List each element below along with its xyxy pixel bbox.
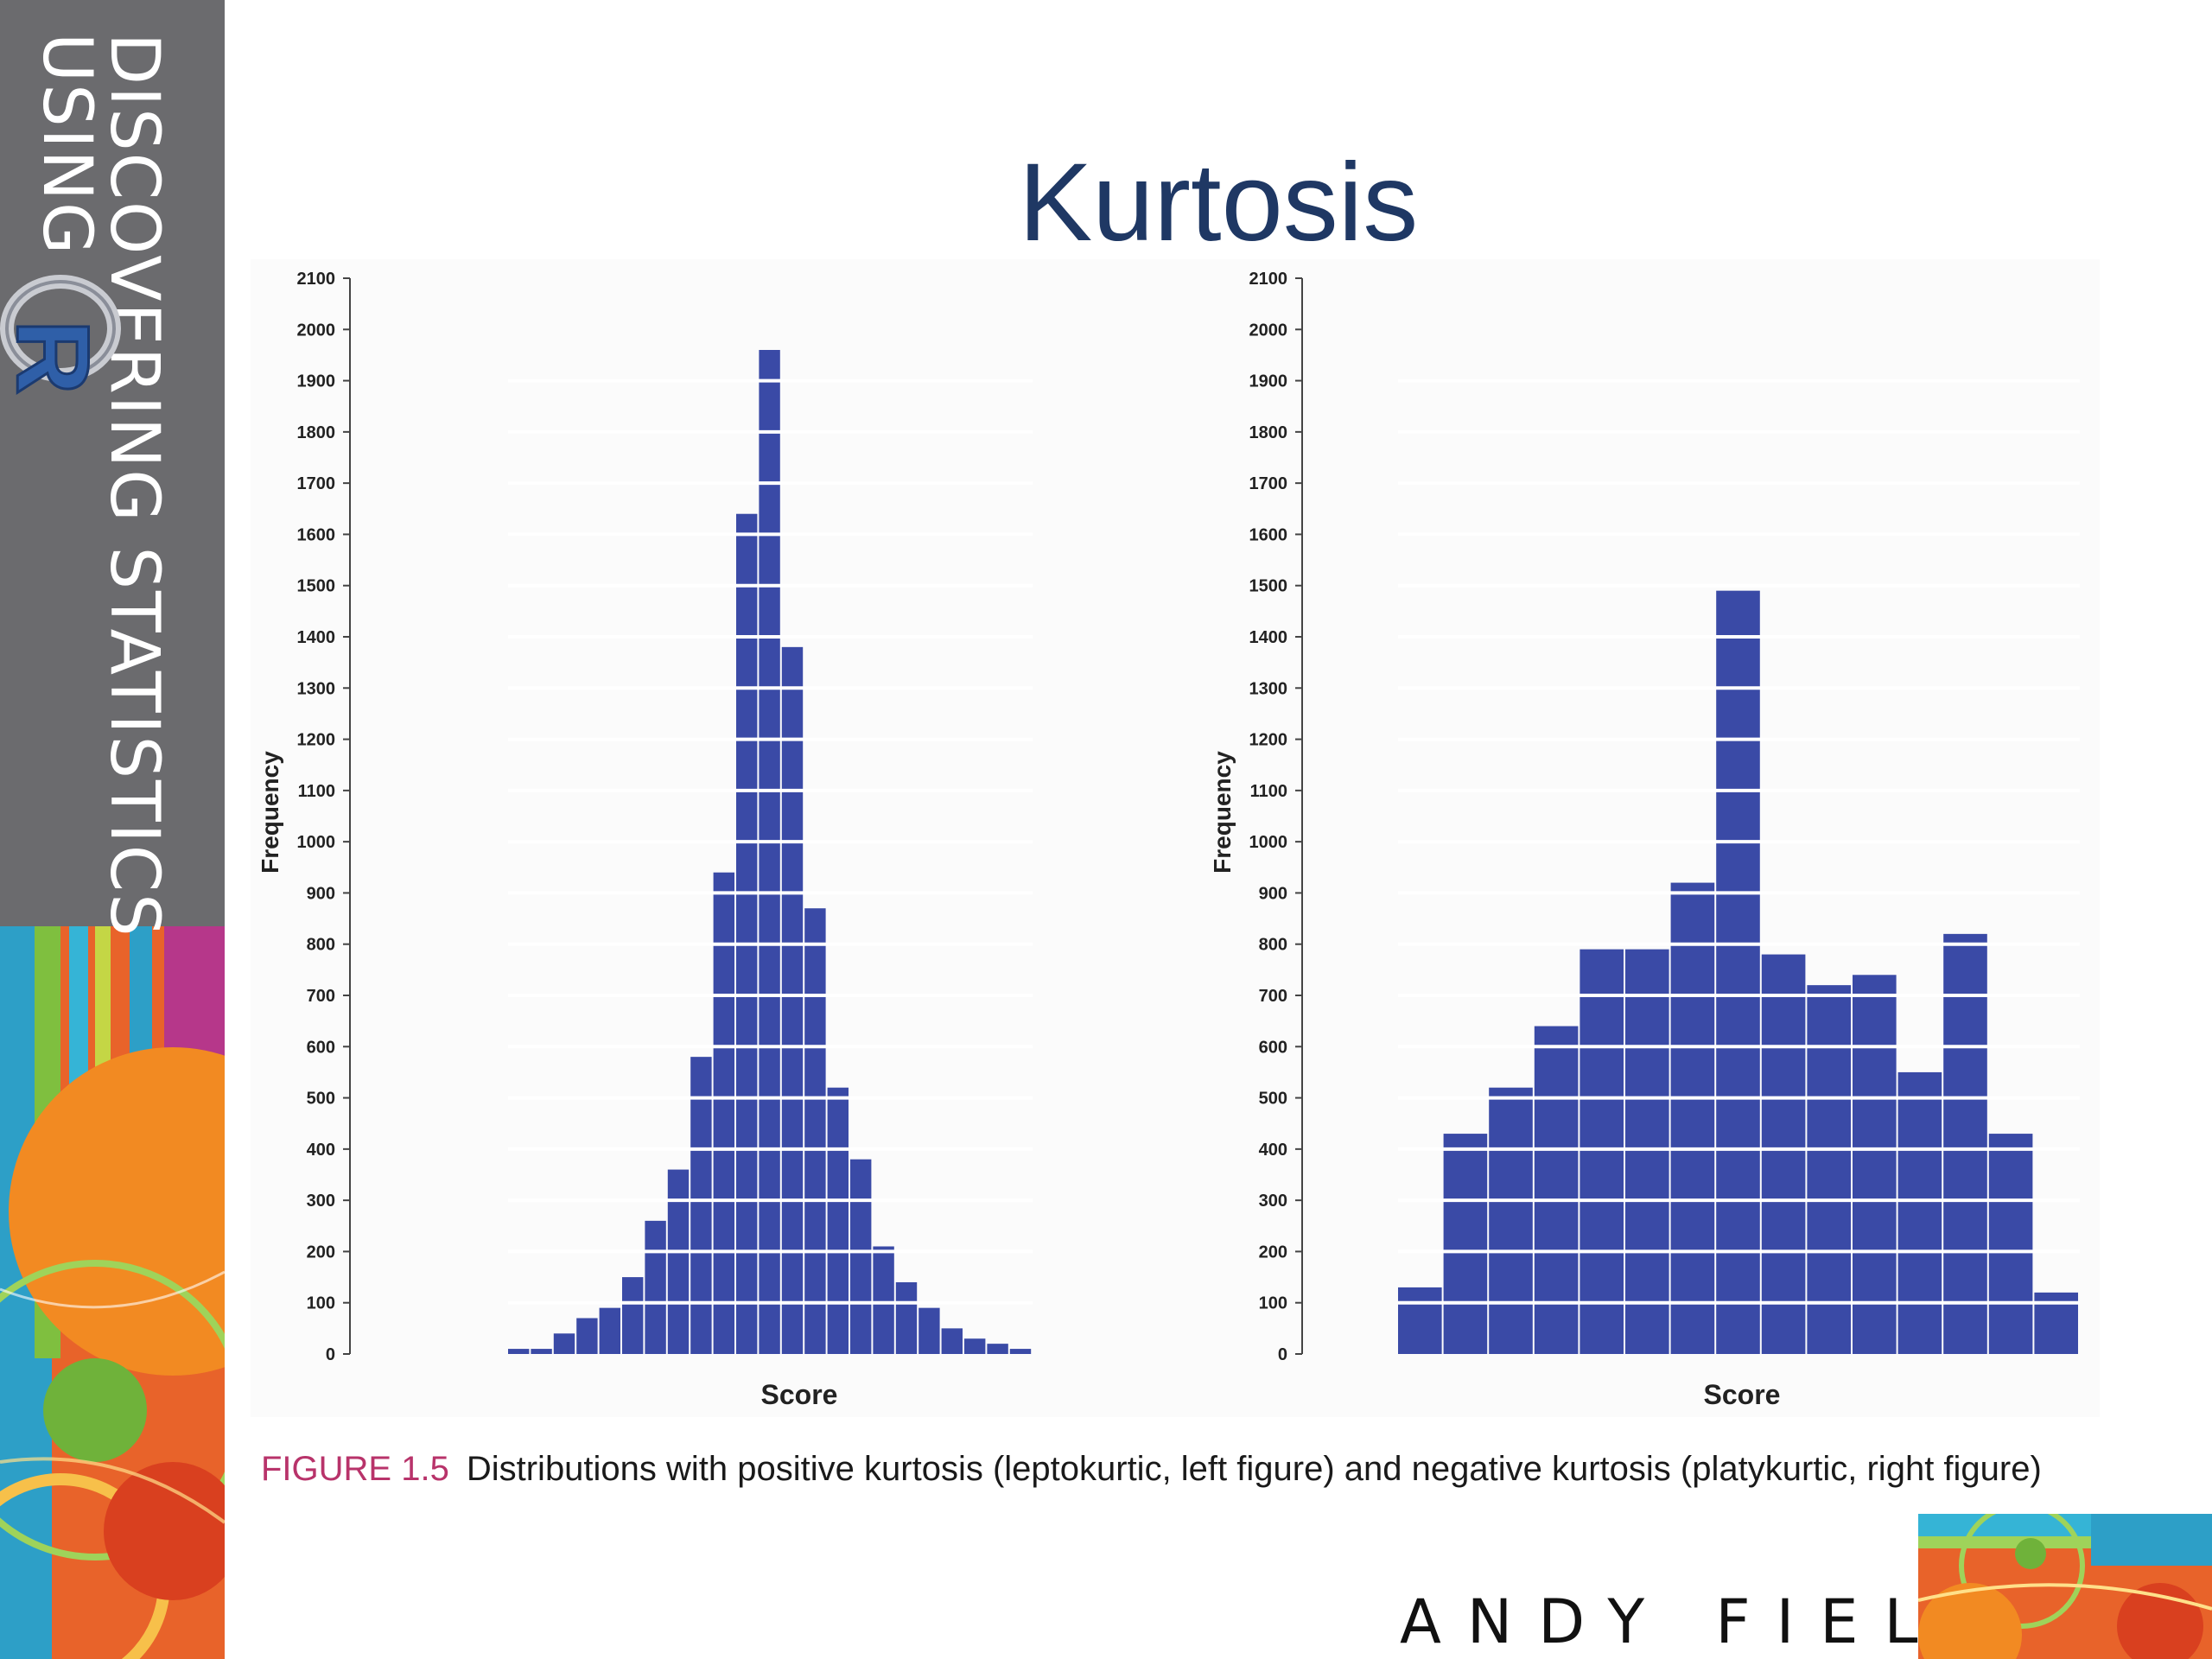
y-tick-label: 0 (326, 1345, 335, 1364)
histogram-bar (1853, 975, 1897, 1354)
y-tick-label: 600 (307, 1038, 335, 1057)
histogram-bar (667, 1169, 690, 1354)
histogram-bar (1580, 949, 1624, 1354)
y-tick-label: 1600 (1249, 525, 1288, 544)
histogram-bar (850, 1159, 872, 1354)
y-tick-label: 200 (307, 1243, 335, 1262)
x-axis-label: Score (761, 1379, 838, 1410)
r-logo-icon: R (0, 275, 121, 396)
histogram-bar (1716, 590, 1760, 1354)
y-axis-label: Frequency (1209, 751, 1236, 874)
histogram-bar (690, 1057, 712, 1354)
y-tick-label: 1000 (297, 833, 336, 852)
y-tick-label: 200 (1259, 1243, 1287, 1262)
y-tick-label: 300 (307, 1192, 335, 1211)
y-tick-label: 400 (307, 1141, 335, 1160)
histogram-bar (1009, 1349, 1032, 1354)
histogram-bar (1897, 1071, 1942, 1354)
y-tick-label: 400 (1259, 1141, 1287, 1160)
histogram-bar (918, 1307, 940, 1354)
histogram-bar (713, 872, 734, 1354)
y-tick-label: 100 (307, 1294, 335, 1313)
histogram-bar (1489, 1087, 1533, 1354)
histogram-bar (576, 1318, 598, 1354)
y-tick-label: 0 (1278, 1345, 1287, 1364)
author-name: ANDY FIELD (1400, 1586, 2017, 1657)
histogram-bar (1807, 985, 1851, 1354)
y-tick-label: 1900 (297, 372, 336, 391)
y-tick-label: 700 (1259, 987, 1287, 1006)
y-tick-label: 600 (1259, 1038, 1287, 1057)
r-logo-letter: R (0, 320, 111, 395)
y-tick-label: 500 (1259, 1090, 1287, 1109)
y-tick-label: 500 (307, 1090, 335, 1109)
y-tick-label: 1300 (297, 679, 336, 698)
histogram-bar (736, 513, 758, 1354)
y-tick-label: 1800 (297, 423, 336, 442)
sidebar-gray-panel (0, 0, 225, 926)
histogram-bar (1625, 949, 1669, 1354)
book-spine-sidebar: DISCOVERING STATISTICS USING R (0, 0, 225, 1659)
histogram-bar (622, 1277, 644, 1354)
y-tick-label: 1200 (297, 731, 336, 750)
histogram-platykurtic: 0 100 200 300 400 500 600 700 800 900 1000 1100 1200… (1209, 270, 2080, 1410)
y-tick-label: 700 (307, 987, 335, 1006)
histogram-bar (1398, 1287, 1442, 1354)
histogram-bar (531, 1349, 552, 1354)
histogram-bar (941, 1328, 963, 1354)
histogram-bar (1988, 1134, 2033, 1354)
x-axis-label: Score (1704, 1379, 1781, 1410)
y-tick-label: 2000 (1249, 321, 1288, 340)
histogram-bar (508, 1349, 530, 1354)
histogram-bar (827, 1087, 849, 1354)
y-axis-label: Frequency (257, 751, 283, 874)
histogram-bar (987, 1344, 1008, 1354)
y-tick-label: 300 (1259, 1192, 1287, 1211)
histogram-bar (1761, 954, 1806, 1354)
y-tick-label: 1800 (1249, 423, 1288, 442)
y-tick-label: 100 (1259, 1294, 1287, 1313)
y-tick-label: 1100 (1250, 782, 1287, 801)
histogram-bar (553, 1333, 575, 1354)
y-tick-label: 1400 (1249, 628, 1288, 647)
histogram-bar (645, 1220, 666, 1354)
y-tick-label: 1000 (1249, 833, 1288, 852)
y-tick-label: 1400 (297, 628, 336, 647)
histogram-bar (964, 1338, 986, 1354)
corner-decorative-art (1918, 1514, 2212, 1659)
y-tick-label: 2100 (1249, 270, 1288, 289)
figure-caption-text: Distributions with positive kurtosis (le… (466, 1450, 2042, 1488)
y-tick-label: 1500 (1249, 577, 1288, 596)
y-tick-label: 1100 (298, 782, 335, 801)
histogram-bar (781, 646, 804, 1354)
sidebar-decorative-art (0, 926, 225, 1659)
y-tick-label: 1500 (297, 577, 336, 596)
y-tick-label: 800 (1259, 936, 1287, 955)
y-tick-label: 2100 (297, 270, 336, 289)
slide-title: Kurtosis (1018, 141, 1419, 264)
y-tick-label: 1700 (1249, 474, 1288, 493)
y-tick-label: 900 (1259, 884, 1287, 903)
y-tick-label: 1300 (1249, 679, 1288, 698)
histogram-bar (1534, 1026, 1579, 1354)
y-tick-label: 2000 (297, 321, 336, 340)
histogram-leptokurtic: 0 100 200 300 400 500 600 700 800 900 1000 1100 1200… (257, 270, 1033, 1410)
y-tick-label: 1600 (297, 525, 336, 544)
y-tick-label: 900 (307, 884, 335, 903)
histogram-bar (1443, 1134, 1488, 1354)
histogram-bar (873, 1246, 894, 1354)
histogram-bar (1670, 882, 1715, 1354)
y-tick-label: 1200 (1249, 731, 1288, 750)
histogram-bar (759, 350, 780, 1354)
histogram-bar (599, 1307, 620, 1354)
y-tick-label: 1700 (297, 474, 336, 493)
histogram-bar (895, 1282, 918, 1354)
figure-caption: FIGURE 1.5 Distributions with positive ku… (261, 1450, 2042, 1489)
histogram-bar (804, 908, 826, 1354)
figure-caption-label: FIGURE 1.5 (261, 1450, 449, 1488)
y-tick-label: 800 (307, 936, 335, 955)
histogram-bar (1943, 933, 1987, 1354)
y-tick-label: 1900 (1249, 372, 1288, 391)
